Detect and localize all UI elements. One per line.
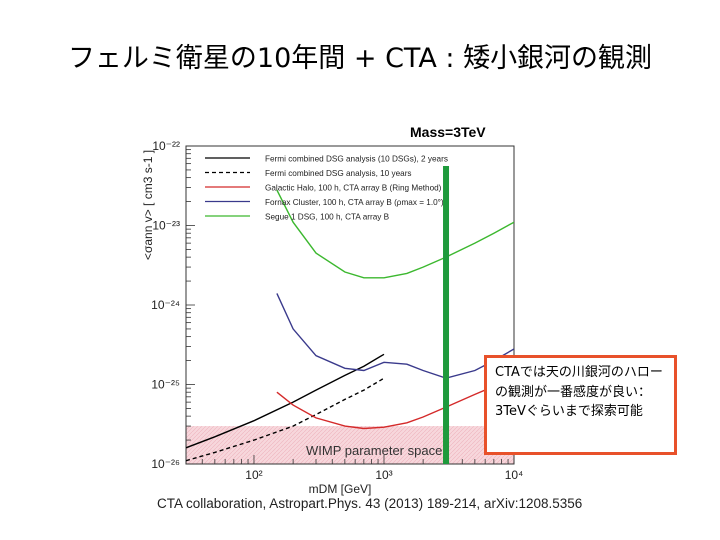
legend-label-2: Fermi combined DSG analysis, 10 years (265, 169, 412, 178)
callout-text: CTAでは天の川銀河のハローの観測が一番感度が良い：3TeVぐらいまで探索可能 (495, 365, 663, 419)
series-line-4 (276, 293, 514, 379)
legend-label-5: Segue 1 DSG, 100 h, CTA array B (265, 213, 390, 222)
x-tick-label: 10² (245, 468, 262, 482)
x-tick-label: 10⁴ (505, 468, 524, 482)
y-tick-label: 10⁻²⁴ (151, 298, 180, 312)
x-axis-label: mDM [GeV] (309, 482, 372, 496)
series-line-5 (276, 189, 514, 279)
series-line-1 (186, 353, 385, 449)
y-tick-label: 10⁻²² (152, 139, 180, 153)
callout-box: CTAでは天の川銀河のハローの観測が一番感度が良い：3TeVぐらいまで探索可能 (484, 355, 677, 455)
citation: CTA collaboration, Astropart.Phys. 43 (2… (157, 496, 583, 511)
series-line-3 (276, 376, 514, 430)
y-tick-label: 10⁻²⁵ (151, 378, 180, 392)
slide-title: フェルミ衛星の10年間 + CTA : 矮小銀河の観測 (67, 43, 653, 74)
y-tick-label: 10⁻²⁶ (151, 457, 180, 471)
legend-label-4: Fornax Cluster, 100 h, CTA array B (ρmax… (265, 198, 444, 207)
y-axis-label: <σann v> [ cm3 s-1 ] (141, 150, 155, 260)
legend-label-1: Fermi combined DSG analysis (10 DSGs), 2… (265, 155, 448, 164)
wimp-region (186, 426, 514, 464)
legend-label-3: Galactic Halo, 100 h, CTA array B (Ring … (265, 184, 442, 193)
x-tick-label: 10³ (375, 468, 392, 482)
mass-line (443, 166, 450, 464)
mass-label: Mass=3TeV (410, 124, 486, 140)
series-line-2 (186, 377, 385, 462)
plot-frame (185, 145, 515, 465)
y-tick-label: 10⁻²³ (152, 219, 180, 233)
wimp-region-label: WIMP parameter space (306, 443, 442, 458)
